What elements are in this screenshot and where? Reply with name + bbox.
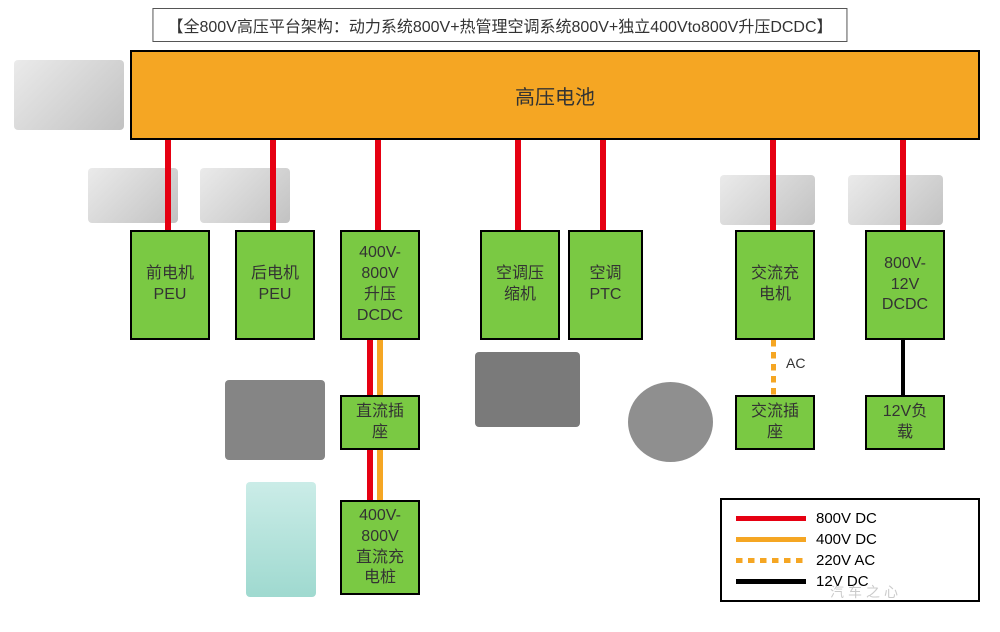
dc-charger-label: 400V- 800V 直流充 电桩 — [356, 506, 404, 589]
dc-socket-node: 直流插 座 — [340, 395, 420, 450]
boost-dcdc-label: 400V- 800V 升压 DCDC — [357, 243, 403, 326]
edge-batt-boost — [375, 140, 381, 230]
legend-swatch — [736, 516, 806, 521]
rear-peu-photo — [200, 168, 290, 223]
edge-dcsock-dcchg-red — [367, 450, 373, 500]
load-12v-label: 12V负 载 — [883, 402, 927, 444]
legend-swatch — [736, 537, 806, 542]
dcdc-12v-label: 800V- 12V DCDC — [882, 254, 928, 316]
legend-swatch — [736, 579, 806, 584]
ac-socket-label: 交流插 座 — [751, 402, 799, 444]
ac-ptc-node: 空调 PTC — [568, 230, 643, 340]
diagram-title: 【全800V高压平台架构：动力系统800V+热管理空调系统800V+独立400V… — [152, 8, 847, 42]
boost-dcdc-node: 400V- 800V 升压 DCDC — [340, 230, 420, 340]
dcdc12-photo — [848, 175, 943, 225]
legend-row: 800V DC — [736, 510, 964, 527]
dc-socket-label: 直流插 座 — [356, 402, 404, 444]
edge-batt-comp — [515, 140, 521, 230]
legend-label: 800V DC — [816, 510, 877, 527]
battery-photo — [14, 60, 124, 130]
legend-swatch — [736, 558, 806, 563]
ac-compressor-node: 空调压 缩机 — [480, 230, 560, 340]
ac-charger-photo — [720, 175, 815, 225]
front-peu-label: 前电机 PEU — [146, 264, 194, 306]
ac-dial-photo — [475, 352, 580, 427]
dc-charger-node: 400V- 800V 直流充 电桩 — [340, 500, 420, 595]
legend-label: 220V AC — [816, 552, 875, 569]
edge-dcdc12-load — [901, 340, 905, 395]
legend-row: 400V DC — [736, 531, 964, 548]
watermark: 汽车之心 — [830, 582, 902, 602]
ac-charger-label: 交流充 电机 — [751, 264, 799, 306]
ac-socket-node: 交流插 座 — [735, 395, 815, 450]
front-motor-peu-node: 前电机 PEU — [130, 230, 210, 340]
dcdc-12v-node: 800V- 12V DCDC — [865, 230, 945, 340]
rear-peu-label: 后电机 PEU — [251, 264, 299, 306]
edge-boost-dcsock-red — [367, 340, 373, 395]
front-peu-photo — [88, 168, 178, 223]
ac-socket-photo — [628, 382, 713, 462]
edge-dcsock-dcchg-org — [377, 450, 383, 500]
battery-node: 高压电池 — [130, 50, 980, 140]
edge-acchg-acsock — [771, 340, 776, 395]
ac-charger-node: 交流充 电机 — [735, 230, 815, 340]
ac-annotation: AC — [786, 355, 805, 371]
ac-comp-label: 空调压 缩机 — [496, 264, 544, 306]
ac-ptc-label: 空调 PTC — [589, 264, 621, 306]
legend-row: 220V AC — [736, 552, 964, 569]
load-12v-node: 12V负 载 — [865, 395, 945, 450]
legend-label: 400V DC — [816, 531, 877, 548]
dc-charger-photo — [246, 482, 316, 597]
dc-socket-photo — [225, 380, 325, 460]
rear-motor-peu-node: 后电机 PEU — [235, 230, 315, 340]
edge-batt-ptc — [600, 140, 606, 230]
edge-boost-dcsock-org — [377, 340, 383, 395]
battery-label: 高压电池 — [515, 81, 595, 110]
